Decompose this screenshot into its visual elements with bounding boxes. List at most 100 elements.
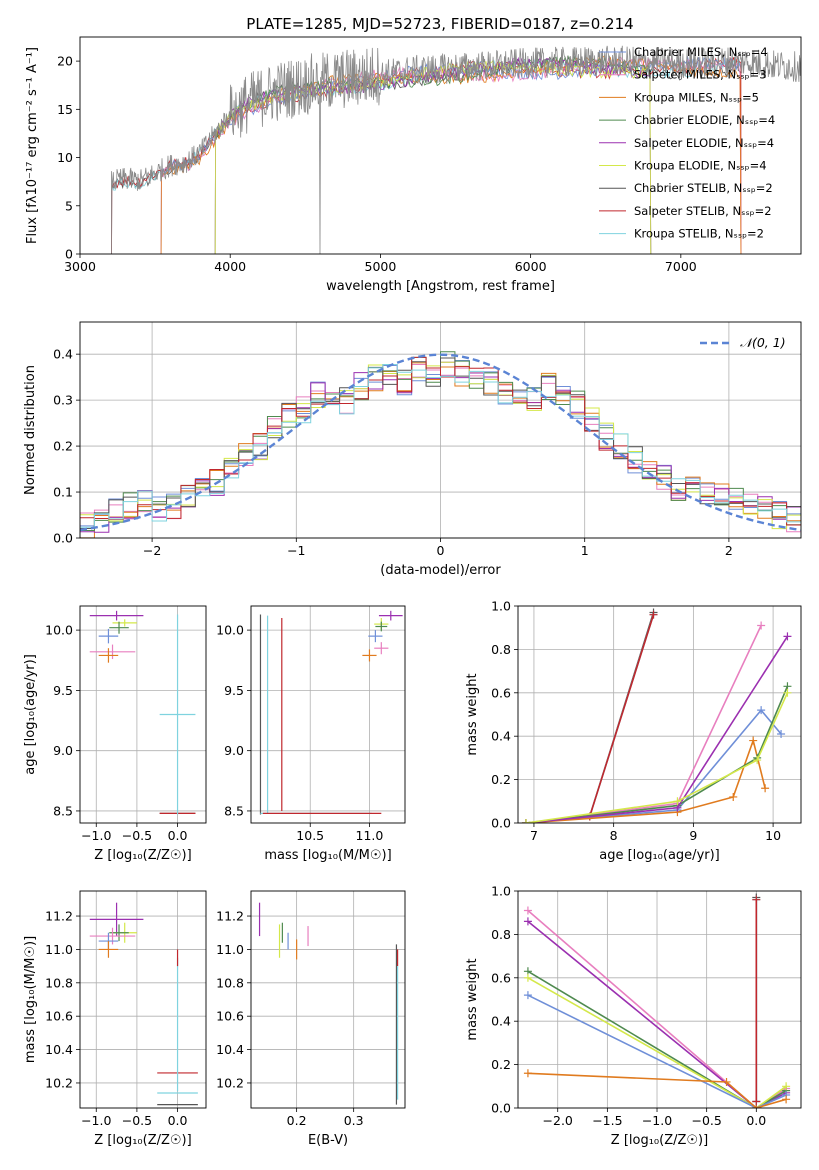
y-axis-label: Flux [fλ10⁻¹⁷ erg cm⁻² s⁻¹ A⁻¹] — [25, 47, 40, 244]
panel-spectrum: 3000 4000 5000 6000 7000 0 5 10 15 20 wavelength [… — [25, 36, 802, 294]
y-tick-label: 0.6 — [491, 970, 511, 985]
plot-area — [258, 902, 399, 1105]
x-axis-label: mass [log₁₀(M/M☉)] — [264, 848, 391, 863]
plot-area — [259, 610, 403, 815]
weight-marker — [523, 973, 532, 982]
x-tick-label: 0.2 — [287, 1113, 307, 1128]
x-tick-label: 4000 — [214, 259, 246, 274]
y-axis-label: mass weight — [465, 958, 480, 1040]
weight-series — [525, 685, 789, 823]
y-tick-label: 11.2 — [216, 909, 244, 924]
y-tick-label: 10.0 — [216, 623, 244, 638]
y-tick-label: 11.2 — [45, 909, 73, 924]
errorbar-point — [89, 902, 144, 937]
weight-marker — [783, 632, 792, 641]
x-axis-label: Z [log₁₀(Z/Z☉)] — [94, 848, 191, 863]
x-tick-label: 9 — [689, 828, 697, 843]
legend-entry: Kroupa STELIB, Nₛₛₚ=2 — [634, 227, 764, 241]
y-tick-label: 0.0 — [491, 1101, 511, 1116]
plot-area — [89, 902, 198, 1106]
legend-entry: Chabrier MILES, Nₛₛₚ=4 — [634, 45, 768, 59]
axes-frame — [79, 890, 207, 1109]
y-tick-label: 10.4 — [45, 1042, 73, 1057]
y-tick-label: 8.5 — [224, 803, 244, 818]
y-tick-label: 1.0 — [491, 599, 511, 614]
errorbar-point — [89, 644, 136, 660]
y-tick-label: 10.0 — [45, 623, 73, 638]
errorbar-point — [112, 619, 137, 627]
x-axis-label: E(B-V) — [308, 1133, 348, 1148]
y-tick-label: 0.8 — [491, 642, 511, 657]
y-tick-label: 0.0 — [53, 531, 73, 546]
x-tick-label: 10 — [765, 828, 781, 843]
legend-entry: Salpeter MILES, Nₛₛₚ=3 — [634, 68, 767, 82]
x-tick-label: 0 — [437, 543, 445, 558]
histogram-series — [80, 363, 801, 538]
y-tick-label: 10 — [57, 150, 73, 165]
plot-area — [521, 608, 792, 823]
y-tick-label: 9.5 — [224, 683, 244, 698]
errorbar-point — [98, 941, 119, 958]
x-axis-label: age [log₁₀(age/yr)] — [599, 848, 720, 863]
x-tick-label: 8 — [610, 828, 618, 843]
y-tick-label: 0 — [65, 247, 73, 262]
weight-marker — [753, 756, 762, 765]
errorbar-point — [159, 614, 196, 815]
plot-area — [89, 610, 196, 815]
y-axis-label: age [log₁₀(age/yr)] — [23, 654, 38, 775]
errorbar-point — [375, 621, 388, 632]
y-axis-label: Normed distribution — [23, 365, 38, 495]
x-tick-label: −1.0 — [81, 1113, 111, 1128]
y-tick-label: 10.4 — [216, 1042, 244, 1057]
x-tick-label: 11.0 — [356, 828, 384, 843]
y-tick-label: 10.8 — [45, 975, 73, 990]
y-tick-label: 5 — [65, 198, 73, 213]
axes-frame — [250, 605, 406, 824]
y-tick-label: 0.4 — [53, 347, 73, 362]
weight-marker — [782, 1095, 791, 1104]
plot-area — [111, 45, 801, 254]
weight-marker — [649, 610, 658, 619]
panel-mass_vs_EBV: 0.2 0.3 10.2 10.4 10.6 10.8 11.0 11.2 E(B-V) — [216, 890, 406, 1148]
x-tick-label: 0.0 — [746, 1113, 766, 1128]
y-tick-label: 0.0 — [491, 816, 511, 831]
weight-marker — [752, 895, 761, 904]
x-tick-label: −0.5 — [122, 828, 152, 843]
weight-series — [525, 708, 782, 823]
weight-marker — [757, 621, 766, 630]
errorbar-point — [89, 610, 144, 621]
y-tick-label: 0.4 — [491, 729, 511, 744]
x-tick-label: 0.0 — [168, 1113, 188, 1128]
weight-marker — [729, 792, 738, 801]
y-tick-label: 10.2 — [216, 1075, 244, 1090]
weight-marker — [757, 706, 766, 715]
weight-series — [588, 614, 655, 817]
x-tick-label: −0.5 — [122, 1113, 152, 1128]
weight-marker — [523, 917, 532, 926]
y-tick-label: 1.0 — [491, 884, 511, 899]
legend-entry: Kroupa ELODIE, Nₛₛₚ=4 — [634, 159, 767, 173]
plot-area — [80, 351, 801, 538]
weight-marker — [777, 730, 786, 739]
weight-marker — [523, 906, 532, 915]
x-tick-label: 7000 — [665, 259, 697, 274]
weight-marker — [752, 1097, 761, 1106]
weight-series — [527, 920, 787, 1108]
y-tick-label: 10.6 — [45, 1009, 73, 1024]
weight-marker — [673, 797, 682, 806]
weight-marker — [523, 1069, 532, 1078]
panel-mass_vs_Z: −1.0 −0.5 0.0 10.2 10.4 10.6 10.8 11.0 11.2 Z [lo… — [23, 890, 207, 1148]
plot-area — [523, 893, 791, 1108]
weight-series — [527, 1072, 787, 1108]
y-tick-label: 9.0 — [53, 743, 73, 758]
axes-frame — [250, 890, 406, 1109]
figure-title: PLATE=1285, MJD=52723, FIBERID=0187, z=0… — [246, 15, 633, 33]
panel-residuals: −2 −1 0 1 2 0.0 0.1 0.2 0.3 0.4 (data-model)/error… — [23, 321, 802, 578]
x-tick-label: 0.3 — [344, 1113, 364, 1128]
x-axis-label: Z [log₁₀(Z/Z☉)] — [94, 1133, 191, 1148]
x-tick-label: 1 — [581, 543, 589, 558]
normal-curve — [80, 353, 801, 532]
x-tick-label: −2 — [143, 543, 161, 558]
panel-age_vs_Z: −1.0 −0.5 0.0 8.5 9.0 9.5 10.0 Z [log₁₀(Z/Z☉)] a… — [23, 605, 207, 863]
